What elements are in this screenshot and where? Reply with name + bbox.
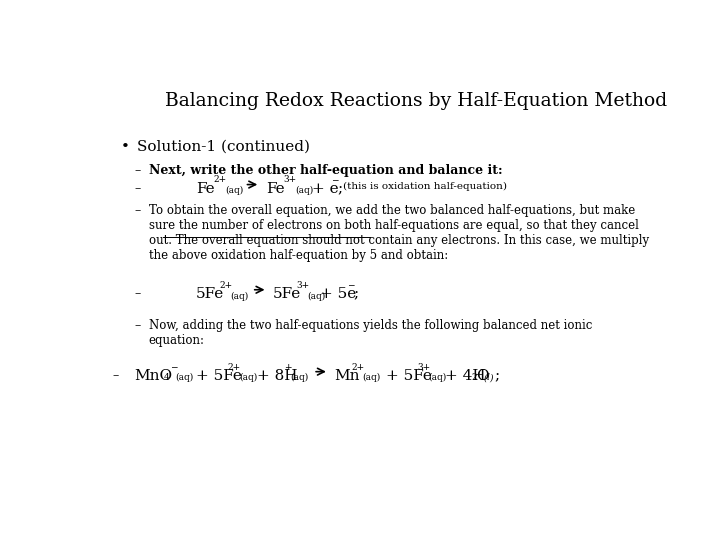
Text: Solution-1 (continued): Solution-1 (continued) xyxy=(138,140,310,154)
Text: –: – xyxy=(135,204,141,217)
Text: (aq): (aq) xyxy=(362,373,381,382)
Text: Next, write the other half-equation and balance it:: Next, write the other half-equation and … xyxy=(148,164,503,177)
Text: + 5Fe: + 5Fe xyxy=(196,369,242,383)
Text: (aq): (aq) xyxy=(176,373,194,382)
Text: (this is oxidation half-equation): (this is oxidation half-equation) xyxy=(343,182,508,191)
Text: + 4H: + 4H xyxy=(446,369,486,383)
Text: –: – xyxy=(135,164,141,177)
Text: l: l xyxy=(486,373,489,382)
Text: (aq): (aq) xyxy=(239,373,257,382)
Text: •: • xyxy=(121,140,130,154)
Text: ;: ; xyxy=(338,182,343,196)
Text: O: O xyxy=(476,369,489,383)
Text: (aq): (aq) xyxy=(428,373,447,382)
Text: 2+: 2+ xyxy=(351,362,364,372)
Text: + 8H: + 8H xyxy=(258,369,298,383)
Text: –: – xyxy=(135,182,141,195)
Text: + 5Fe: + 5Fe xyxy=(386,369,431,383)
Text: 5Fe: 5Fe xyxy=(273,287,301,301)
Text: 2: 2 xyxy=(472,373,477,382)
Text: Mn: Mn xyxy=(334,369,360,383)
Text: (: ( xyxy=(483,373,487,382)
Text: 2+: 2+ xyxy=(228,362,241,372)
Text: −: − xyxy=(170,362,177,372)
Text: 5Fe: 5Fe xyxy=(196,287,224,301)
Text: + e: + e xyxy=(312,182,338,196)
Text: Balancing Redox Reactions by Half-Equation Method: Balancing Redox Reactions by Half-Equati… xyxy=(166,92,667,110)
Text: + 5e: + 5e xyxy=(320,287,356,301)
Text: 3+: 3+ xyxy=(284,176,297,184)
Text: −: − xyxy=(331,176,338,184)
Text: Fe: Fe xyxy=(266,182,284,196)
Text: (aq): (aq) xyxy=(289,373,308,382)
Text: 4: 4 xyxy=(163,373,169,382)
Text: −: − xyxy=(347,281,354,289)
Text: ): ) xyxy=(490,373,493,382)
Text: –: – xyxy=(135,287,141,300)
Text: To obtain the overall equation, we add the two balanced half-equations, but make: To obtain the overall equation, we add t… xyxy=(148,204,649,262)
Text: +: + xyxy=(284,362,292,372)
Text: 2+: 2+ xyxy=(214,176,227,184)
Text: 2+: 2+ xyxy=(220,281,233,289)
Text: (aq): (aq) xyxy=(307,292,326,301)
Text: –: – xyxy=(112,369,119,382)
Text: (aq): (aq) xyxy=(225,186,243,195)
Text: 3+: 3+ xyxy=(297,281,310,289)
Text: (aq): (aq) xyxy=(294,186,313,195)
Text: Now, adding the two half-equations yields the following balanced net ionic
equat: Now, adding the two half-equations yield… xyxy=(148,319,592,347)
Text: Fe: Fe xyxy=(196,182,215,196)
Text: MnO: MnO xyxy=(135,369,173,383)
Text: ;: ; xyxy=(494,369,499,383)
Text: –: – xyxy=(135,319,141,332)
Text: ;: ; xyxy=(354,287,359,301)
Text: 3+: 3+ xyxy=(418,362,431,372)
Text: (aq): (aq) xyxy=(230,292,249,301)
